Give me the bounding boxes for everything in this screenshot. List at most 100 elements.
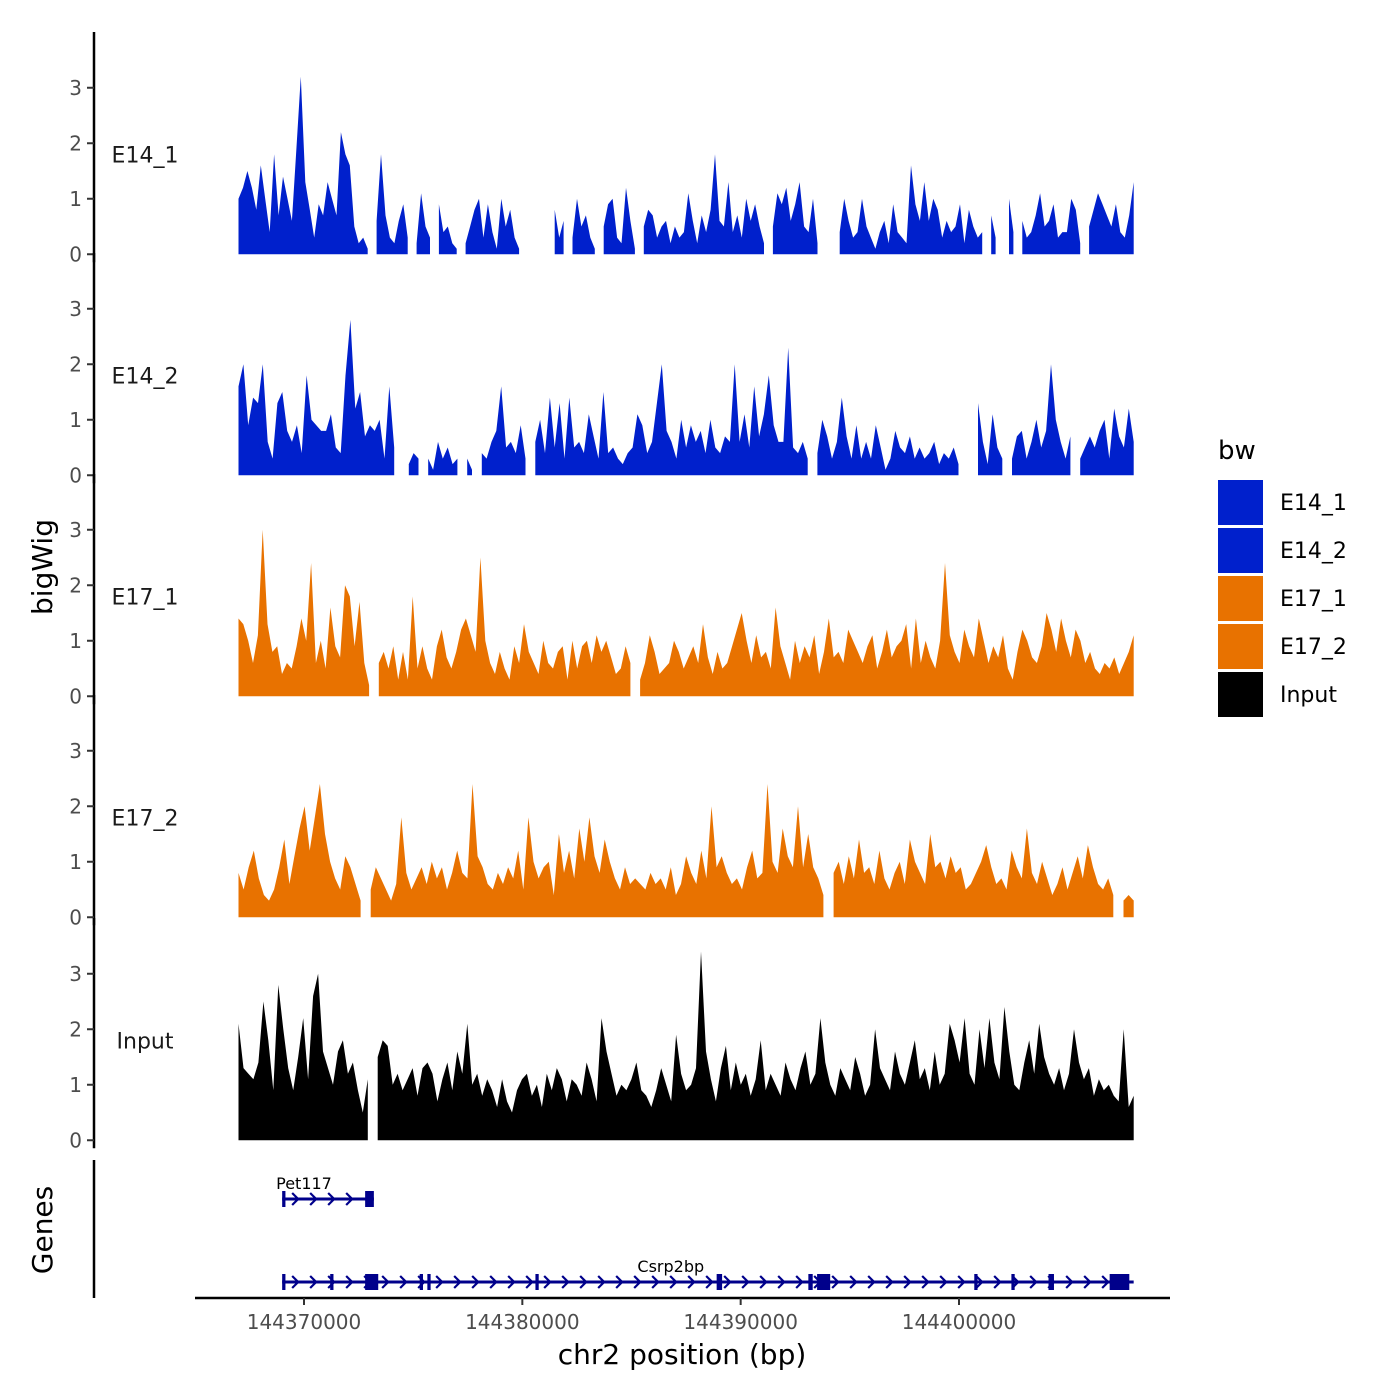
x-tick-label: 144400000 [902, 1310, 1017, 1334]
signal-area-e14_1 [238, 76, 368, 255]
strand-arrow-icon [291, 1275, 300, 1289]
signal-area-e14_1 [438, 204, 457, 255]
signal-area-e14_1 [465, 198, 520, 255]
signal-area-e14_1 [572, 198, 595, 255]
legend-label-input: Input [1280, 683, 1337, 708]
legend-swatch-e17_2 [1218, 624, 1263, 669]
signal-area-e14_2 [978, 403, 1003, 476]
signal-area-e14_2 [535, 347, 808, 476]
strand-arrow-icon [615, 1275, 624, 1289]
signal-area-e14_1 [772, 182, 818, 255]
strand-arrow-icon [597, 1275, 606, 1289]
signal-area-e14_2 [481, 386, 526, 476]
strand-arrow-icon [723, 1275, 732, 1289]
signal-area-e14_1 [603, 187, 635, 255]
strand-arrow-icon [993, 1275, 1002, 1289]
y-tick-label: 1 [69, 187, 82, 211]
strand-arrow-icon [777, 1275, 786, 1289]
signal-area-e14_1 [643, 154, 764, 255]
exon [427, 1274, 431, 1290]
strand-arrow-icon [345, 1275, 354, 1289]
strand-arrow-icon [759, 1275, 768, 1289]
y-tick-label: 3 [69, 297, 82, 321]
y-tick-label: 0 [69, 905, 82, 929]
strand-arrow-icon [525, 1275, 534, 1289]
exon [1048, 1274, 1054, 1290]
strand-arrow-icon [1065, 1275, 1074, 1289]
track-e17_2: 0 1 2 3 E17_2 [69, 695, 1134, 929]
strand-arrow-icon [867, 1275, 876, 1289]
y-tick-label: 0 [69, 463, 82, 487]
exon [419, 1274, 423, 1290]
signal-area-e17_2 [370, 784, 824, 918]
signal-area-e14_1 [991, 215, 996, 255]
strand-arrow-icon [345, 1192, 354, 1206]
exon [817, 1274, 831, 1290]
strand-arrow-icon [489, 1275, 498, 1289]
exon [974, 1274, 978, 1290]
gene-label: Csrp2bp [637, 1257, 704, 1276]
track-e17_1: 0 1 2 3 E17_1 [69, 474, 1134, 708]
legend-label-e14_2: E14_2 [1280, 539, 1347, 564]
y-tick-label: 2 [69, 794, 82, 818]
legend-swatch-e14_1 [1218, 480, 1263, 525]
signal-area-e14_2 [408, 453, 419, 476]
gene-pet117: Pet117 [276, 1174, 374, 1207]
legend-swatch-e17_1 [1218, 576, 1263, 621]
strand-arrow-icon [309, 1275, 318, 1289]
signal-area-e14_2 [467, 458, 472, 476]
strand-arrow-icon [561, 1275, 570, 1289]
y-tick-label: 1 [69, 850, 82, 874]
strand-arrow-icon [579, 1275, 588, 1289]
exon [1109, 1274, 1130, 1290]
x-axis-title: chr2 position (bp) [558, 1338, 807, 1371]
y-tick-label: 1 [69, 408, 82, 432]
y-axis-title: bigWig [26, 519, 59, 615]
strand-arrow-icon [903, 1275, 912, 1289]
exon [1011, 1274, 1015, 1290]
track-e14_1: 0 1 2 3 E14_1 [69, 32, 1134, 266]
exon [365, 1274, 379, 1290]
y-tick-label: 0 [69, 1128, 82, 1152]
signal-area-e14_2 [428, 441, 458, 476]
signal-area-input [238, 973, 368, 1141]
signal-area-e17_2 [833, 828, 1114, 918]
strand-arrow-icon [309, 1192, 318, 1206]
strand-arrow-icon [651, 1275, 660, 1289]
strand-arrow-icon [1029, 1275, 1038, 1289]
strand-arrow-icon [885, 1275, 894, 1289]
exon [282, 1274, 286, 1290]
strand-arrow-icon [687, 1275, 696, 1289]
legend-label-e17_2: E17_2 [1280, 635, 1347, 660]
strand-arrow-icon [939, 1275, 948, 1289]
x-tick-label: 144390000 [683, 1310, 798, 1334]
signal-area-e14_1 [416, 193, 430, 255]
signal-area-e14_1 [554, 209, 564, 255]
legend-title: bw [1218, 436, 1256, 466]
exon [535, 1274, 539, 1290]
genes-axis-title: Genes [26, 1186, 59, 1274]
strand-arrow-icon [327, 1192, 336, 1206]
bigwig-tracks: 0 1 2 3 E14_1 0 1 2 3 E14_2 0 1 2 3 E17_1 0 1 2 3 E17_2 0 1 2 3… [69, 32, 1134, 1152]
strand-arrow-icon [399, 1275, 408, 1289]
strand-arrow-icon [669, 1275, 678, 1289]
exon [365, 1191, 374, 1207]
exon [330, 1274, 334, 1290]
legend-label-e14_1: E14_1 [1280, 491, 1347, 516]
y-tick-label: 2 [69, 352, 82, 376]
signal-area-input [377, 951, 1134, 1141]
exon [282, 1191, 286, 1207]
y-tick-label: 1 [69, 1073, 82, 1097]
strand-arrow-icon [471, 1275, 480, 1289]
signal-area-e14_2 [817, 397, 959, 476]
y-tick-label: 1 [69, 629, 82, 653]
x-tick-label: 144380000 [465, 1310, 580, 1334]
legend-label-e17_1: E17_1 [1280, 587, 1347, 612]
gene-csrp2bp: Csrp2bp [282, 1257, 1134, 1290]
y-tick-label: 2 [69, 1017, 82, 1041]
signal-area-e14_2 [1080, 408, 1134, 476]
strand-arrow-icon [291, 1192, 300, 1206]
track-label-e17_1: E17_1 [112, 585, 179, 610]
strand-arrow-icon [435, 1275, 444, 1289]
